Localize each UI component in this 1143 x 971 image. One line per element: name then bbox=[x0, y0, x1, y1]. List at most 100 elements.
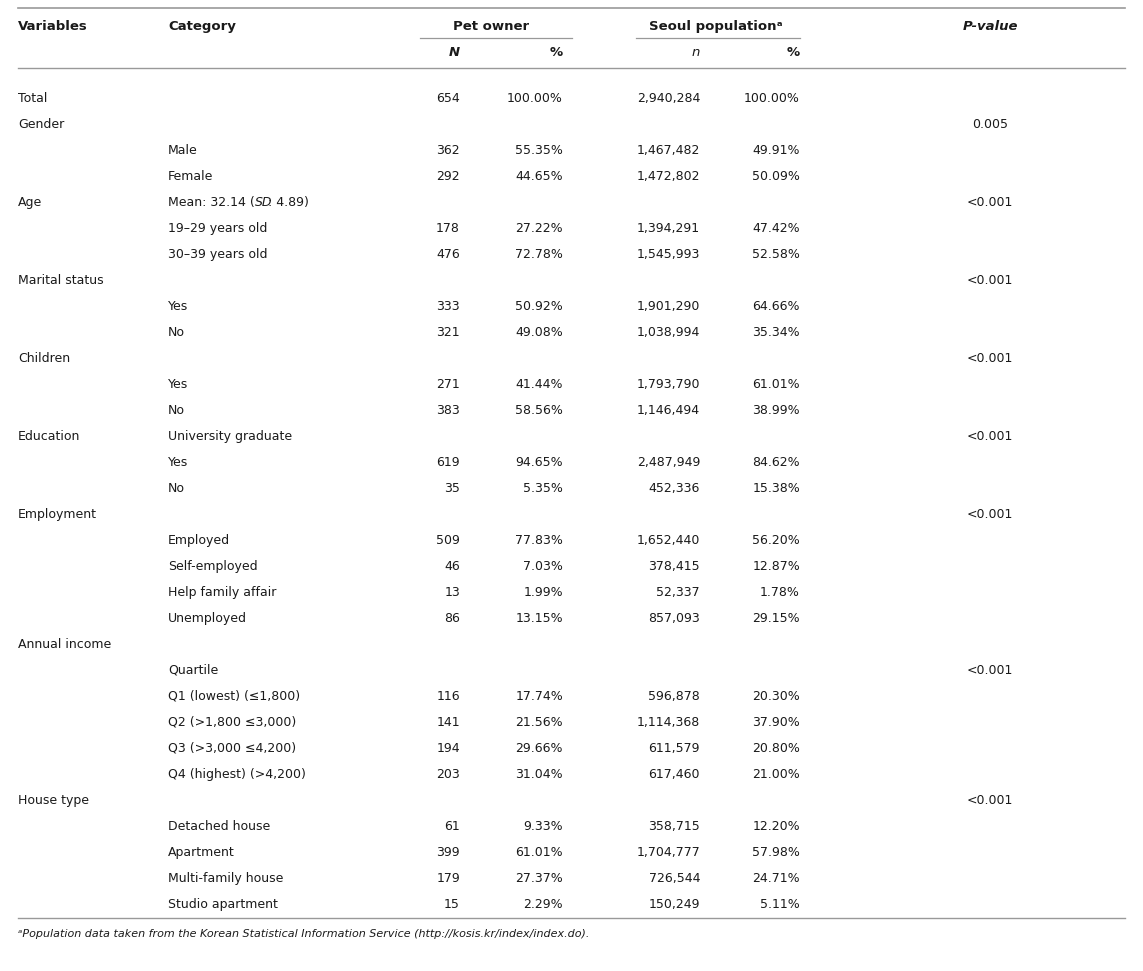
Text: 596,878: 596,878 bbox=[648, 689, 700, 702]
Text: Mean: 32.14 (: Mean: 32.14 ( bbox=[168, 195, 255, 209]
Text: No: No bbox=[168, 482, 185, 494]
Text: 1.99%: 1.99% bbox=[523, 586, 563, 598]
Text: 2,487,949: 2,487,949 bbox=[637, 455, 700, 468]
Text: : 4.89): : 4.89) bbox=[267, 195, 309, 209]
Text: 94.65%: 94.65% bbox=[515, 455, 563, 468]
Text: 9.33%: 9.33% bbox=[523, 820, 563, 832]
Text: 13: 13 bbox=[445, 586, 459, 598]
Text: <0.001: <0.001 bbox=[967, 508, 1013, 520]
Text: 57.98%: 57.98% bbox=[752, 846, 800, 858]
Text: Male: Male bbox=[168, 144, 198, 156]
Text: %: % bbox=[550, 46, 563, 58]
Text: Q3 (>3,000 ≤4,200): Q3 (>3,000 ≤4,200) bbox=[168, 742, 296, 754]
Text: 271: 271 bbox=[437, 378, 459, 390]
Text: 35.34%: 35.34% bbox=[752, 325, 800, 339]
Text: 44.65%: 44.65% bbox=[515, 170, 563, 183]
Text: 27.37%: 27.37% bbox=[515, 872, 563, 885]
Text: 857,093: 857,093 bbox=[648, 612, 700, 624]
Text: 476: 476 bbox=[437, 248, 459, 260]
Text: 12.87%: 12.87% bbox=[752, 559, 800, 573]
Text: 1,146,494: 1,146,494 bbox=[637, 404, 700, 417]
Text: %: % bbox=[786, 46, 800, 58]
Text: Q2 (>1,800 ≤3,000): Q2 (>1,800 ≤3,000) bbox=[168, 716, 296, 728]
Text: Yes: Yes bbox=[168, 455, 189, 468]
Text: 61: 61 bbox=[445, 820, 459, 832]
Text: Pet owner: Pet owner bbox=[453, 19, 529, 32]
Text: 12.20%: 12.20% bbox=[752, 820, 800, 832]
Text: 17.74%: 17.74% bbox=[515, 689, 563, 702]
Text: Total: Total bbox=[18, 91, 47, 105]
Text: 116: 116 bbox=[437, 689, 459, 702]
Text: 46: 46 bbox=[445, 559, 459, 573]
Text: 1,394,291: 1,394,291 bbox=[637, 221, 700, 235]
Text: No: No bbox=[168, 325, 185, 339]
Text: <0.001: <0.001 bbox=[967, 429, 1013, 443]
Text: 179: 179 bbox=[437, 872, 459, 885]
Text: Female: Female bbox=[168, 170, 214, 183]
Text: Variables: Variables bbox=[18, 19, 88, 32]
Text: 15: 15 bbox=[445, 897, 459, 911]
Text: 194: 194 bbox=[437, 742, 459, 754]
Text: 178: 178 bbox=[437, 221, 459, 235]
Text: 726,544: 726,544 bbox=[648, 872, 700, 885]
Text: 100.00%: 100.00% bbox=[744, 91, 800, 105]
Text: 20.80%: 20.80% bbox=[752, 742, 800, 754]
Text: 30–39 years old: 30–39 years old bbox=[168, 248, 267, 260]
Text: 55.35%: 55.35% bbox=[515, 144, 563, 156]
Text: 13.15%: 13.15% bbox=[515, 612, 563, 624]
Text: 61.01%: 61.01% bbox=[515, 846, 563, 858]
Text: 141: 141 bbox=[437, 716, 459, 728]
Text: 5.11%: 5.11% bbox=[760, 897, 800, 911]
Text: 452,336: 452,336 bbox=[648, 482, 700, 494]
Text: 619: 619 bbox=[437, 455, 459, 468]
Text: 64.66%: 64.66% bbox=[752, 299, 800, 313]
Text: 1,467,482: 1,467,482 bbox=[637, 144, 700, 156]
Text: <0.001: <0.001 bbox=[967, 663, 1013, 677]
Text: Studio apartment: Studio apartment bbox=[168, 897, 278, 911]
Text: n: n bbox=[692, 46, 700, 58]
Text: 52.58%: 52.58% bbox=[752, 248, 800, 260]
Text: 5.35%: 5.35% bbox=[523, 482, 563, 494]
Text: P-value: P-value bbox=[962, 19, 1017, 32]
Text: Multi-family house: Multi-family house bbox=[168, 872, 283, 885]
Text: <0.001: <0.001 bbox=[967, 274, 1013, 286]
Text: 1,472,802: 1,472,802 bbox=[637, 170, 700, 183]
Text: 21.56%: 21.56% bbox=[515, 716, 563, 728]
Text: 41.44%: 41.44% bbox=[515, 378, 563, 390]
Text: 61.01%: 61.01% bbox=[752, 378, 800, 390]
Text: 52,337: 52,337 bbox=[656, 586, 700, 598]
Text: Marital status: Marital status bbox=[18, 274, 104, 286]
Text: 399: 399 bbox=[437, 846, 459, 858]
Text: 333: 333 bbox=[437, 299, 459, 313]
Text: 100.00%: 100.00% bbox=[507, 91, 563, 105]
Text: 1,114,368: 1,114,368 bbox=[637, 716, 700, 728]
Text: 24.71%: 24.71% bbox=[752, 872, 800, 885]
Text: 378,415: 378,415 bbox=[648, 559, 700, 573]
Text: 50.09%: 50.09% bbox=[752, 170, 800, 183]
Text: House type: House type bbox=[18, 793, 89, 807]
Text: Help family affair: Help family affair bbox=[168, 586, 277, 598]
Text: 1,793,790: 1,793,790 bbox=[637, 378, 700, 390]
Text: Yes: Yes bbox=[168, 299, 189, 313]
Text: 29.15%: 29.15% bbox=[752, 612, 800, 624]
Text: 29.66%: 29.66% bbox=[515, 742, 563, 754]
Text: Q1 (lowest) (≤1,800): Q1 (lowest) (≤1,800) bbox=[168, 689, 301, 702]
Text: <0.001: <0.001 bbox=[967, 793, 1013, 807]
Text: 1.78%: 1.78% bbox=[760, 586, 800, 598]
Text: 50.92%: 50.92% bbox=[515, 299, 563, 313]
Text: Education: Education bbox=[18, 429, 80, 443]
Text: 617,460: 617,460 bbox=[648, 767, 700, 781]
Text: Gender: Gender bbox=[18, 117, 64, 130]
Text: 203: 203 bbox=[437, 767, 459, 781]
Text: 58.56%: 58.56% bbox=[515, 404, 563, 417]
Text: 509: 509 bbox=[437, 533, 459, 547]
Text: Age: Age bbox=[18, 195, 42, 209]
Text: 2,940,284: 2,940,284 bbox=[637, 91, 700, 105]
Text: Yes: Yes bbox=[168, 378, 189, 390]
Text: Apartment: Apartment bbox=[168, 846, 234, 858]
Text: 1,038,994: 1,038,994 bbox=[637, 325, 700, 339]
Text: 1,545,993: 1,545,993 bbox=[637, 248, 700, 260]
Text: 611,579: 611,579 bbox=[648, 742, 700, 754]
Text: <0.001: <0.001 bbox=[967, 195, 1013, 209]
Text: Q4 (highest) (>4,200): Q4 (highest) (>4,200) bbox=[168, 767, 306, 781]
